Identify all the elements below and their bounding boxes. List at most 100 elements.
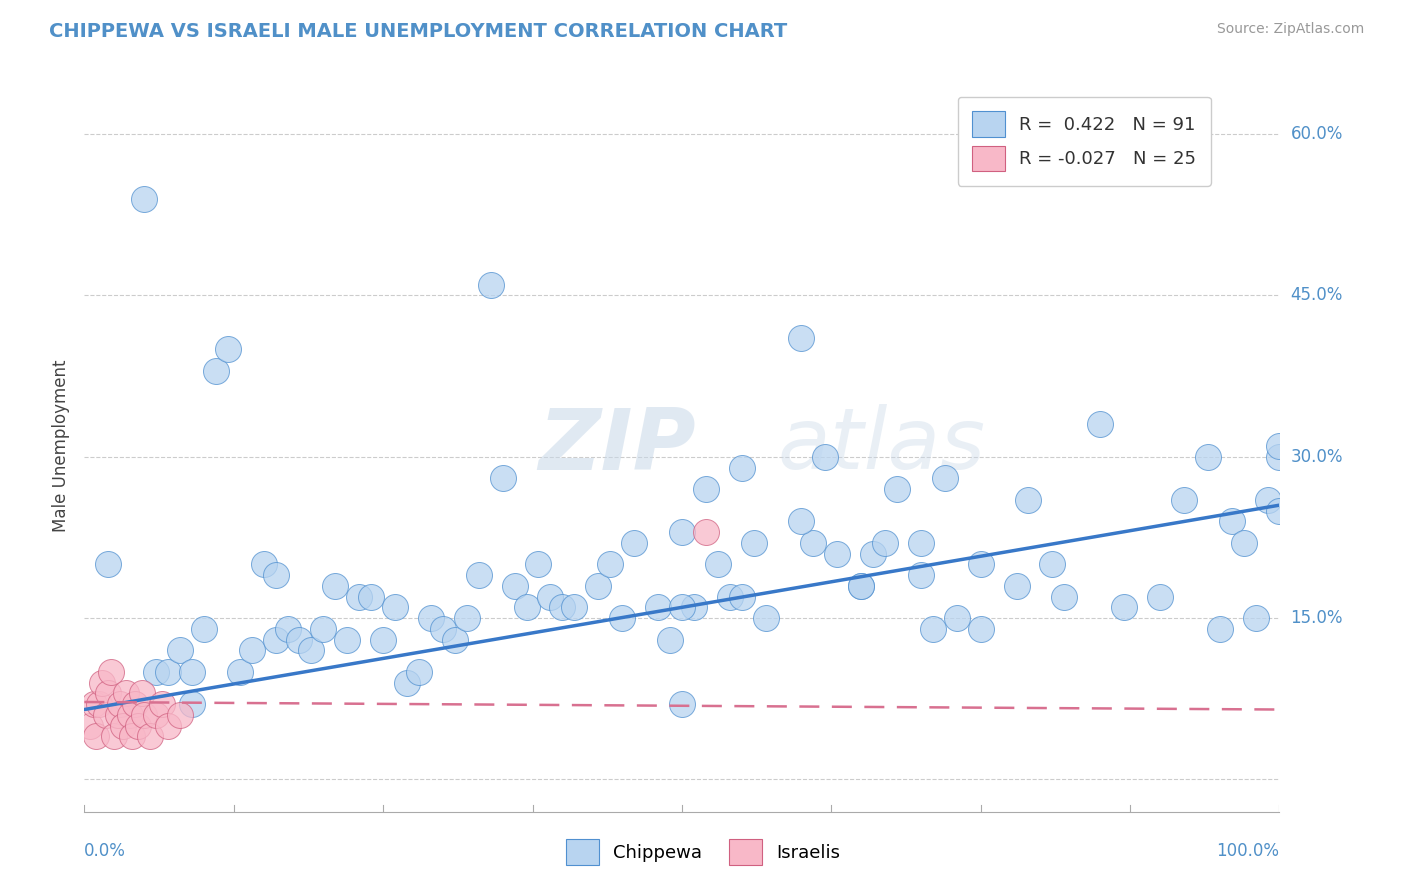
- Text: 30.0%: 30.0%: [1291, 448, 1343, 466]
- Point: [479, 277, 502, 292]
- Point: [671, 697, 693, 711]
- Point: [301, 643, 323, 657]
- Point: [851, 579, 873, 593]
- Point: [145, 665, 167, 679]
- Point: [1114, 600, 1136, 615]
- Point: [456, 611, 478, 625]
- Point: [325, 579, 347, 593]
- Point: [970, 622, 993, 636]
- Point: [157, 665, 180, 679]
- Point: [253, 558, 276, 572]
- Point: [193, 622, 215, 636]
- Point: [910, 536, 932, 550]
- Text: Source: ZipAtlas.com: Source: ZipAtlas.com: [1216, 22, 1364, 37]
- Legend: R =  0.422   N = 91, R = -0.027   N = 25: R = 0.422 N = 91, R = -0.027 N = 25: [957, 96, 1211, 186]
- Point: [934, 471, 956, 485]
- Text: 15.0%: 15.0%: [1291, 609, 1343, 627]
- Point: [420, 611, 443, 625]
- Point: [169, 643, 191, 657]
- Text: CHIPPEWA VS ISRAELI MALE UNEMPLOYMENT CORRELATION CHART: CHIPPEWA VS ISRAELI MALE UNEMPLOYMENT CO…: [49, 22, 787, 41]
- Point: [1053, 590, 1076, 604]
- Point: [588, 579, 610, 593]
- Point: [408, 665, 430, 679]
- Point: [336, 632, 359, 647]
- Point: [432, 622, 454, 636]
- Point: [124, 697, 146, 711]
- Point: [875, 536, 897, 550]
- Y-axis label: Male Unemployment: Male Unemployment: [52, 359, 70, 533]
- Point: [181, 665, 204, 679]
- Point: [683, 600, 706, 615]
- Point: [373, 632, 395, 647]
- Point: [145, 707, 167, 722]
- Point: [229, 665, 252, 679]
- Point: [612, 611, 634, 625]
- Text: 45.0%: 45.0%: [1291, 286, 1343, 304]
- Point: [118, 707, 141, 722]
- Point: [1209, 622, 1232, 636]
- Point: [516, 600, 538, 615]
- Point: [83, 697, 105, 711]
- Text: ZIP: ZIP: [538, 404, 696, 488]
- Point: [1018, 492, 1040, 507]
- Point: [86, 730, 108, 744]
- Point: [139, 730, 162, 744]
- Point: [79, 719, 101, 733]
- Point: [150, 697, 173, 711]
- Point: [127, 719, 149, 733]
- Point: [492, 471, 515, 485]
- Point: [731, 460, 754, 475]
- Point: [107, 707, 129, 722]
- Point: [181, 697, 204, 711]
- Point: [803, 536, 825, 550]
- Point: [157, 719, 180, 733]
- Point: [742, 536, 765, 550]
- Point: [1173, 492, 1195, 507]
- Point: [707, 558, 730, 572]
- Point: [169, 707, 191, 722]
- Point: [360, 590, 382, 604]
- Point: [910, 568, 932, 582]
- Legend: Chippewa, Israelis: Chippewa, Israelis: [557, 830, 849, 874]
- Point: [695, 524, 717, 539]
- Point: [671, 600, 693, 615]
- Point: [94, 707, 117, 722]
- Point: [886, 482, 908, 496]
- Point: [131, 686, 153, 700]
- Point: [132, 192, 156, 206]
- Point: [623, 536, 645, 550]
- Point: [1220, 514, 1243, 528]
- Point: [384, 600, 406, 615]
- Point: [97, 686, 120, 700]
- Point: [671, 524, 693, 539]
- Point: [103, 730, 125, 744]
- Point: [659, 632, 682, 647]
- Point: [503, 579, 526, 593]
- Point: [277, 622, 299, 636]
- Point: [718, 590, 741, 604]
- Point: [240, 643, 263, 657]
- Point: [288, 632, 311, 647]
- Point: [790, 514, 813, 528]
- Point: [264, 568, 287, 582]
- Text: atlas: atlas: [778, 404, 986, 488]
- Point: [132, 707, 156, 722]
- Point: [91, 675, 114, 690]
- Point: [647, 600, 669, 615]
- Point: [121, 730, 143, 744]
- Point: [110, 697, 132, 711]
- Point: [1042, 558, 1064, 572]
- Point: [922, 622, 945, 636]
- Point: [1005, 579, 1028, 593]
- Point: [695, 482, 717, 496]
- Point: [862, 547, 884, 561]
- Point: [946, 611, 969, 625]
- Point: [205, 364, 228, 378]
- Point: [1233, 536, 1256, 550]
- Point: [87, 697, 110, 711]
- Point: [790, 331, 813, 345]
- Point: [970, 558, 993, 572]
- Point: [851, 579, 873, 593]
- Point: [551, 600, 574, 615]
- Point: [527, 558, 550, 572]
